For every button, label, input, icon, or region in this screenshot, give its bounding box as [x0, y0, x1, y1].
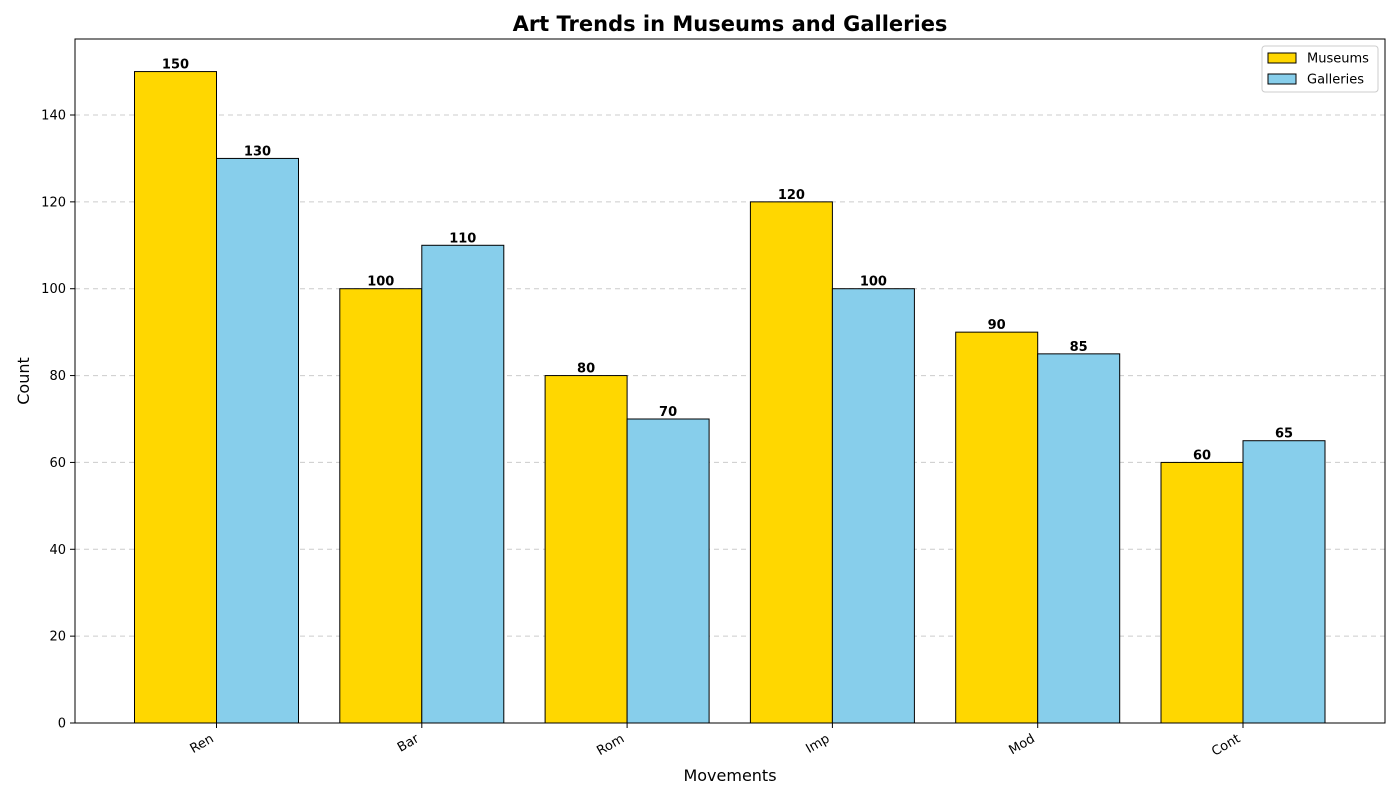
bar-museums-bar: [339, 288, 423, 724]
data-label: 60: [1193, 448, 1211, 463]
bar-galleries-ren: [216, 157, 299, 724]
bar-galleries-bar: [421, 244, 505, 724]
bar-galleries-cont: [1242, 440, 1326, 724]
legend-label-galleries: Galleries: [1307, 73, 1364, 88]
legend: Museums Galleries: [1261, 45, 1379, 93]
x-axis-label: Movements: [683, 766, 776, 785]
bar-museums-mod: [955, 331, 1039, 724]
data-label: 100: [860, 275, 887, 290]
chart-title: Art Trends in Museums and Galleries: [513, 12, 948, 36]
bar-museums-ren: [134, 71, 217, 724]
y-tick-label: 0: [58, 717, 66, 732]
bar-galleries-rom: [626, 418, 710, 724]
data-label: 120: [778, 188, 805, 203]
data-label: 70: [659, 405, 677, 420]
y-tick-label: 120: [41, 195, 66, 210]
y-tick-label: 100: [41, 282, 66, 297]
data-labels: 150 130 100 110 80 70 120 100 90 85 60 65: [162, 58, 1293, 464]
y-tick-label: 40: [49, 543, 66, 558]
y-tick-label: 80: [49, 369, 66, 384]
data-label: 150: [162, 58, 189, 73]
bar-museums-imp: [749, 201, 833, 724]
legend-swatch-galleries: [1267, 73, 1297, 85]
plot-frame: [74, 38, 1386, 724]
y-tick-label: 140: [41, 109, 66, 124]
bars: [134, 71, 1326, 724]
data-label: 90: [988, 318, 1006, 333]
y-tick-label: 60: [49, 456, 66, 471]
bar-museums-rom: [544, 375, 628, 724]
data-label: 65: [1275, 427, 1293, 442]
y-tick-label: 20: [49, 630, 66, 645]
bar-museums-cont: [1160, 461, 1244, 724]
bar-galleries-mod: [1037, 353, 1121, 724]
data-label: 80: [577, 362, 595, 377]
legend-swatch-museums: [1267, 52, 1297, 64]
data-label: 110: [449, 231, 476, 246]
bar-galleries-imp: [831, 288, 915, 724]
data-label: 85: [1070, 340, 1088, 355]
data-label: 100: [367, 275, 394, 290]
y-axis-label: Count: [14, 357, 33, 405]
legend-label-museums: Museums: [1307, 52, 1369, 67]
y-axis-ticks: 0 20 40 60 80 100 120 140: [41, 109, 75, 732]
data-label: 130: [244, 144, 271, 159]
